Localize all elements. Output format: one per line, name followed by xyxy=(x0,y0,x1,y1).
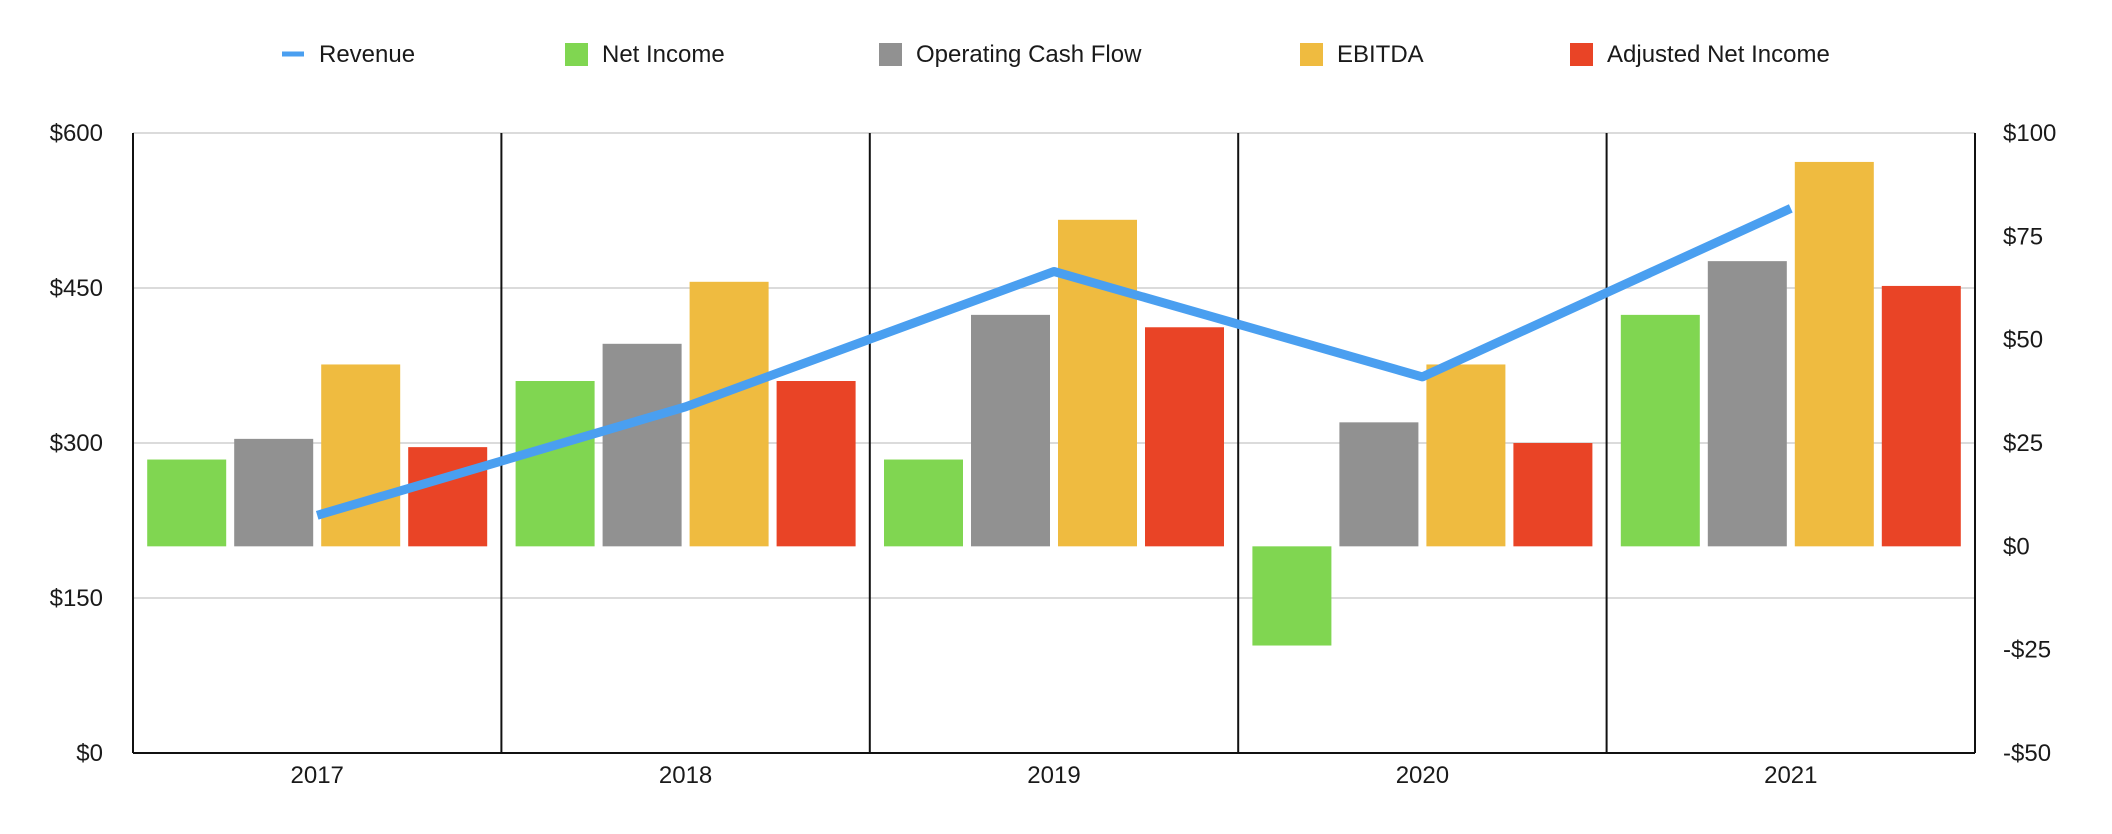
bar-net-income-2020 xyxy=(1252,546,1332,646)
legend: Revenue Net Income Operating Cash Flow EBIT… xyxy=(282,41,1830,68)
bar-ebitda-2018 xyxy=(689,281,769,547)
left-tick-label: $0 xyxy=(76,740,103,767)
bar-adjusted-net-income-2020 xyxy=(1513,443,1593,547)
bar-operating-cash-flow-2017 xyxy=(234,438,314,547)
x-tick-label: 2017 xyxy=(291,762,344,789)
bar-ebitda-2021 xyxy=(1794,161,1874,547)
bar-net-income-2018 xyxy=(515,381,595,547)
bar-net-income-2019 xyxy=(884,459,963,547)
bar-ebitda-2017 xyxy=(321,364,401,547)
legend-swatch xyxy=(879,43,902,66)
bar-net-income-2021 xyxy=(1620,314,1700,547)
legend-label: EBITDA xyxy=(1337,41,1424,68)
left-tick-label: $450 xyxy=(50,275,103,302)
legend-label: Revenue xyxy=(319,41,415,68)
left-tick-label: $600 xyxy=(50,120,103,147)
bar-ebitda-2019 xyxy=(1058,219,1137,547)
legend-item-net-income: Net Income xyxy=(565,41,725,68)
bar-adjusted-net-income-2019 xyxy=(1145,327,1224,547)
x-tick-label: 2019 xyxy=(1027,762,1080,789)
bar-operating-cash-flow-2018 xyxy=(602,343,682,547)
bar-adjusted-net-income-2018 xyxy=(776,381,856,547)
right-tick-label: $0 xyxy=(2003,533,2030,560)
legend-swatch xyxy=(565,43,588,66)
x-tick-label: 2018 xyxy=(659,762,712,789)
legend-label: Operating Cash Flow xyxy=(916,41,1142,68)
right-tick-label: $25 xyxy=(2003,430,2043,457)
legend-item-ebitda: EBITDA xyxy=(1300,41,1424,68)
x-tick-label: 2020 xyxy=(1396,762,1449,789)
bar-ebitda-2020 xyxy=(1426,364,1506,547)
axes xyxy=(132,133,1976,754)
legend-item-revenue: Revenue xyxy=(282,41,415,68)
bar-net-income-2017 xyxy=(147,459,227,547)
gridlines xyxy=(133,132,1975,599)
right-tick-label: $75 xyxy=(2003,223,2043,250)
legend-label: Net Income xyxy=(602,41,725,68)
line-revenue xyxy=(315,204,1793,520)
left-axis-tick-labels: $0 $150 $300 $450 $600 xyxy=(50,120,103,767)
bar-operating-cash-flow-2020 xyxy=(1339,422,1419,547)
bar-operating-cash-flow-2021 xyxy=(1707,261,1787,547)
left-tick-label: $150 xyxy=(50,585,103,612)
legend-swatch xyxy=(1570,43,1593,66)
right-axis-tick-labels: -$50 -$25 $0 $25 $50 $75 $100 xyxy=(2003,120,2056,767)
category-separators xyxy=(500,133,1608,753)
right-tick-label: -$25 xyxy=(2003,637,2051,664)
bar-adjusted-net-income-2021 xyxy=(1881,285,1961,547)
revenue-line-series xyxy=(315,204,1793,520)
bar-adjusted-net-income-2017 xyxy=(408,447,488,547)
left-tick-label: $300 xyxy=(50,430,103,457)
right-tick-label: $50 xyxy=(2003,327,2043,354)
bar-operating-cash-flow-2019 xyxy=(971,314,1050,547)
x-axis-tick-labels: 2017 2018 2019 2020 2021 xyxy=(291,762,1818,789)
legend-swatch xyxy=(1300,43,1323,66)
right-tick-label: -$50 xyxy=(2003,740,2051,767)
x-tick-label: 2021 xyxy=(1764,762,1817,789)
bar-series xyxy=(147,161,1961,646)
right-tick-label: $100 xyxy=(2003,120,2056,147)
legend-item-operating-cash-flow: Operating Cash Flow xyxy=(879,41,1142,68)
legend-item-adjusted-net-income: Adjusted Net Income xyxy=(1570,41,1830,68)
legend-label: Adjusted Net Income xyxy=(1607,41,1830,68)
